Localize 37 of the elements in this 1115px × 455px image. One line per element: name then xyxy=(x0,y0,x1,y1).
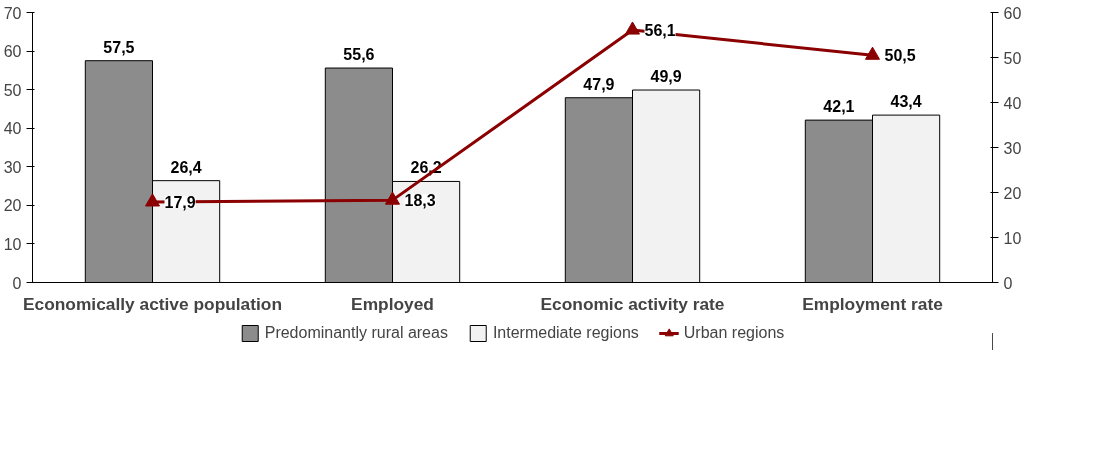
data-label: 50,5 xyxy=(884,47,916,65)
y-tick-label: 70 xyxy=(3,4,22,22)
x-tick-label: Economic activity rate xyxy=(540,293,725,314)
y2-tick-label: 40 xyxy=(1003,94,1022,112)
y-tick-label: 10 xyxy=(3,235,22,253)
data-label: 56,1 xyxy=(644,22,676,40)
y-tick-label: 60 xyxy=(3,43,22,61)
y-tick-label: 40 xyxy=(3,120,22,138)
data-label: 49,9 xyxy=(650,68,682,86)
data-label: 42,1 xyxy=(823,98,855,116)
data-label: 26,4 xyxy=(170,158,202,176)
data-label: 57,5 xyxy=(103,38,135,56)
point xyxy=(145,193,160,207)
legend-label: Predominantly rural areas xyxy=(264,324,448,342)
x-tick-label: Economically active population xyxy=(22,293,283,314)
y2-tick-label: 30 xyxy=(1003,139,1022,157)
y2-tick-label: 20 xyxy=(1003,184,1022,202)
x-tick-label: Employed xyxy=(351,293,434,314)
point xyxy=(865,46,880,60)
x-tick-label: Employment rate xyxy=(802,293,944,314)
y2-tick-label: 60 xyxy=(1003,4,1022,22)
y-tick-label: 20 xyxy=(3,197,22,215)
point xyxy=(625,21,640,35)
data-label: 43,4 xyxy=(890,93,922,111)
data-label: 47,9 xyxy=(583,75,615,93)
data-label: 55,6 xyxy=(343,46,375,64)
y-tick-label: 0 xyxy=(12,274,22,292)
data-label: 17,9 xyxy=(164,193,196,211)
y-tick-label: 30 xyxy=(3,158,22,176)
y2-tick-label: 50 xyxy=(1003,49,1022,67)
y-tick-label: 50 xyxy=(3,81,22,99)
y2-tick-label: 0 xyxy=(1003,274,1013,292)
point xyxy=(385,191,400,205)
legend-label: Urban regions xyxy=(683,324,785,342)
y2-tick-label: 10 xyxy=(1003,229,1022,247)
data-label: 18,3 xyxy=(404,192,436,210)
legend-label: Intermediate regions xyxy=(492,324,639,342)
